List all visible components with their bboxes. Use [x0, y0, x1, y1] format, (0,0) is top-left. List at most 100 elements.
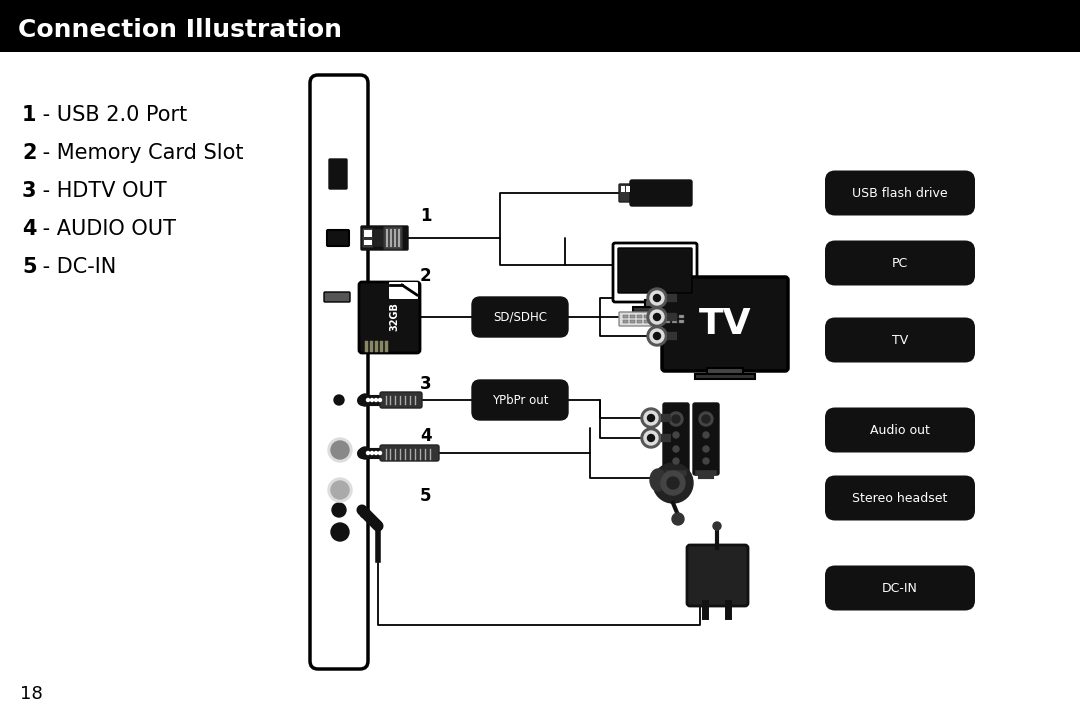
Circle shape [703, 458, 708, 464]
FancyBboxPatch shape [825, 408, 975, 452]
Circle shape [375, 398, 378, 402]
Text: - AUDIO OUT: - AUDIO OUT [36, 219, 176, 239]
FancyBboxPatch shape [327, 230, 349, 246]
FancyBboxPatch shape [825, 475, 975, 521]
FancyBboxPatch shape [662, 277, 788, 371]
FancyBboxPatch shape [644, 320, 649, 323]
FancyBboxPatch shape [630, 180, 692, 206]
Circle shape [370, 451, 374, 454]
Circle shape [702, 415, 710, 423]
FancyBboxPatch shape [613, 243, 697, 302]
FancyBboxPatch shape [825, 318, 975, 362]
Text: 5: 5 [22, 257, 37, 277]
Text: Connection Illustration: Connection Illustration [18, 18, 342, 42]
Text: - USB 2.0 Port: - USB 2.0 Port [36, 105, 187, 125]
FancyBboxPatch shape [825, 171, 975, 215]
FancyBboxPatch shape [380, 392, 422, 408]
Circle shape [673, 446, 679, 452]
Text: Audio out: Audio out [870, 423, 930, 436]
Circle shape [661, 471, 685, 495]
Circle shape [378, 451, 381, 454]
Text: - HDTV OUT: - HDTV OUT [36, 181, 166, 201]
FancyBboxPatch shape [389, 282, 418, 299]
FancyBboxPatch shape [472, 297, 568, 337]
FancyBboxPatch shape [472, 380, 568, 420]
Circle shape [378, 398, 381, 402]
FancyBboxPatch shape [626, 186, 630, 192]
Circle shape [360, 508, 370, 518]
Circle shape [653, 463, 693, 503]
Circle shape [648, 415, 654, 421]
FancyBboxPatch shape [623, 315, 627, 318]
FancyBboxPatch shape [0, 0, 1080, 52]
Circle shape [650, 291, 664, 305]
Circle shape [713, 522, 721, 530]
FancyBboxPatch shape [672, 320, 677, 323]
FancyBboxPatch shape [651, 315, 656, 318]
Circle shape [332, 503, 346, 517]
Circle shape [647, 307, 667, 327]
FancyBboxPatch shape [633, 307, 678, 312]
Circle shape [366, 398, 369, 402]
Circle shape [359, 447, 372, 459]
Text: 2: 2 [420, 267, 432, 285]
Text: DC-IN: DC-IN [882, 582, 918, 595]
FancyBboxPatch shape [665, 320, 670, 323]
FancyBboxPatch shape [651, 320, 656, 323]
Text: - Memory Card Slot: - Memory Card Slot [36, 143, 243, 163]
FancyBboxPatch shape [619, 184, 633, 202]
Text: 32GB: 32GB [389, 302, 399, 331]
Circle shape [644, 431, 658, 445]
Circle shape [703, 432, 708, 438]
Circle shape [328, 438, 352, 462]
Text: 4: 4 [420, 427, 432, 445]
Circle shape [330, 523, 349, 541]
FancyBboxPatch shape [825, 565, 975, 611]
FancyBboxPatch shape [384, 227, 402, 249]
FancyBboxPatch shape [359, 282, 420, 353]
FancyBboxPatch shape [658, 315, 663, 318]
Ellipse shape [650, 469, 666, 491]
Circle shape [642, 428, 661, 448]
Circle shape [644, 411, 658, 425]
FancyBboxPatch shape [324, 292, 350, 302]
FancyBboxPatch shape [693, 403, 719, 475]
FancyBboxPatch shape [310, 75, 368, 669]
Circle shape [667, 477, 679, 489]
FancyBboxPatch shape [825, 240, 975, 286]
Circle shape [375, 451, 378, 454]
FancyBboxPatch shape [645, 300, 665, 308]
Circle shape [642, 408, 661, 428]
Text: TV: TV [699, 307, 752, 341]
FancyBboxPatch shape [363, 229, 373, 247]
Text: 2: 2 [22, 143, 37, 163]
Text: 3: 3 [22, 181, 37, 201]
Circle shape [647, 288, 667, 308]
Text: YPbPr out: YPbPr out [491, 394, 549, 407]
FancyBboxPatch shape [364, 240, 372, 245]
Text: PC: PC [892, 256, 908, 269]
Circle shape [703, 446, 708, 452]
FancyBboxPatch shape [329, 159, 347, 189]
Circle shape [673, 458, 679, 464]
Text: 3: 3 [420, 375, 432, 393]
FancyBboxPatch shape [644, 315, 649, 318]
FancyBboxPatch shape [630, 320, 635, 323]
Text: 18: 18 [21, 685, 43, 703]
Circle shape [648, 434, 654, 441]
FancyBboxPatch shape [623, 320, 627, 323]
FancyBboxPatch shape [630, 315, 635, 318]
FancyBboxPatch shape [618, 248, 692, 293]
FancyBboxPatch shape [316, 81, 362, 663]
Circle shape [653, 333, 661, 340]
FancyBboxPatch shape [361, 226, 408, 250]
Circle shape [334, 395, 345, 405]
Text: 1: 1 [420, 207, 432, 225]
Circle shape [328, 478, 352, 502]
Circle shape [669, 412, 683, 426]
Text: SD/SDHC: SD/SDHC [492, 310, 546, 323]
FancyBboxPatch shape [619, 312, 691, 326]
FancyBboxPatch shape [687, 545, 748, 606]
Circle shape [672, 513, 684, 525]
FancyBboxPatch shape [679, 320, 684, 323]
